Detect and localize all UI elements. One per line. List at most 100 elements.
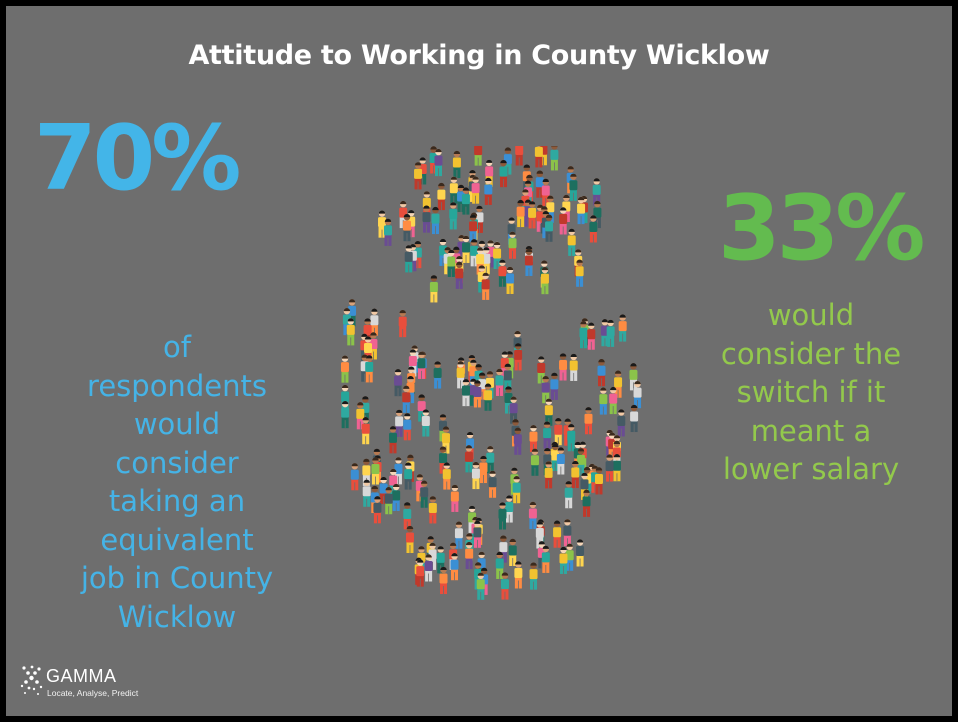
person-figure bbox=[481, 272, 490, 300]
person-figure bbox=[500, 572, 509, 600]
person-figure bbox=[455, 261, 464, 289]
person-figure bbox=[362, 479, 371, 507]
person-figure bbox=[516, 199, 525, 228]
stat-33-line: meant a bbox=[750, 413, 872, 448]
person-figure bbox=[465, 541, 474, 570]
person-figure bbox=[403, 413, 412, 441]
stat-70-line: would bbox=[133, 407, 221, 441]
stat-33-description: would consider the switch if it meant a … bbox=[706, 296, 916, 489]
person-figure bbox=[405, 525, 414, 554]
person-figure bbox=[384, 487, 393, 515]
person-figure bbox=[420, 480, 429, 508]
person-figure bbox=[571, 460, 580, 489]
person-figure bbox=[567, 424, 576, 452]
person-figure bbox=[470, 239, 479, 267]
person-figure bbox=[379, 476, 388, 505]
person-figure bbox=[529, 562, 538, 590]
person-figure bbox=[630, 404, 639, 433]
person-figure bbox=[476, 572, 485, 600]
stat-70-line: job in County bbox=[80, 561, 274, 595]
person-figure bbox=[361, 417, 370, 445]
person-figure bbox=[471, 461, 480, 490]
person-figure bbox=[431, 206, 440, 235]
person-figure bbox=[439, 446, 448, 474]
stat-70-line: of bbox=[163, 330, 191, 364]
person-figure bbox=[569, 173, 578, 201]
person-figure bbox=[340, 355, 349, 383]
person-figure bbox=[559, 546, 568, 574]
person-figure bbox=[498, 259, 507, 287]
logo-name: GAMMA bbox=[46, 666, 117, 686]
person-figure bbox=[471, 176, 480, 204]
person-figure bbox=[464, 445, 473, 473]
person-figure bbox=[461, 378, 470, 407]
person-figure bbox=[514, 561, 523, 589]
person-figure bbox=[553, 520, 562, 548]
person-figure bbox=[564, 481, 573, 509]
person-figure bbox=[484, 177, 493, 205]
person-figure bbox=[524, 248, 533, 276]
person-figure bbox=[582, 489, 591, 517]
person-figure bbox=[593, 200, 602, 229]
person-figure bbox=[559, 353, 568, 381]
person-figure bbox=[395, 409, 404, 437]
person-figure bbox=[403, 502, 412, 530]
person-figure bbox=[429, 275, 438, 303]
slide: Attitude to Working in County Wicklow 70… bbox=[6, 6, 952, 716]
person-figure bbox=[371, 457, 380, 485]
person-figure bbox=[565, 543, 574, 571]
person-figure bbox=[605, 454, 614, 482]
person-figure bbox=[537, 356, 546, 384]
stat-33-line: switch if it bbox=[736, 375, 886, 409]
person-figure bbox=[506, 266, 515, 294]
person-figure bbox=[599, 387, 608, 415]
person-figure bbox=[508, 538, 517, 567]
person-figure bbox=[469, 214, 478, 242]
person-figure bbox=[416, 559, 425, 587]
person-figure bbox=[618, 314, 627, 342]
stat-33-line: would bbox=[767, 298, 855, 332]
person-figure bbox=[447, 249, 456, 277]
person-figure bbox=[535, 170, 544, 198]
stat-70-description: of respondents would consider taking an … bbox=[46, 328, 308, 636]
person-figure bbox=[394, 368, 403, 397]
stat-33-percent: 33% bbox=[718, 176, 925, 281]
person-figure bbox=[421, 409, 430, 437]
person-figure bbox=[473, 380, 482, 408]
person-figure bbox=[350, 463, 359, 491]
person-figure bbox=[450, 553, 459, 581]
person-figure bbox=[544, 461, 553, 489]
person-figure bbox=[512, 476, 521, 504]
person-figure bbox=[479, 455, 488, 484]
person-figure bbox=[629, 363, 638, 391]
person-figure bbox=[439, 566, 448, 595]
person-figure bbox=[488, 470, 497, 498]
person-figure bbox=[575, 259, 584, 287]
person-figure bbox=[584, 407, 593, 435]
person-figure bbox=[528, 201, 537, 229]
person-figure bbox=[398, 309, 407, 338]
person-figure bbox=[515, 138, 524, 166]
crowd-of-people-icon bbox=[326, 138, 656, 610]
person-figure bbox=[378, 210, 387, 238]
person-figure bbox=[633, 380, 642, 409]
person-figure bbox=[482, 247, 491, 275]
person-figure bbox=[389, 426, 398, 454]
person-figure bbox=[530, 448, 539, 476]
gamma-logo-icon bbox=[20, 665, 43, 695]
person-figure bbox=[505, 495, 514, 523]
person-figure bbox=[545, 214, 554, 242]
person-figure bbox=[486, 446, 495, 474]
person-figure bbox=[495, 368, 504, 396]
person-figure bbox=[550, 372, 559, 400]
person-figure bbox=[606, 319, 615, 347]
person-figure bbox=[503, 363, 512, 391]
person-figure bbox=[424, 554, 433, 582]
person-figure bbox=[493, 241, 502, 270]
person-figure bbox=[341, 400, 350, 429]
person-figure bbox=[404, 462, 413, 490]
person-figure bbox=[528, 501, 537, 529]
person-figure bbox=[402, 213, 411, 242]
person-figure bbox=[554, 418, 563, 446]
person-figure bbox=[484, 383, 493, 411]
